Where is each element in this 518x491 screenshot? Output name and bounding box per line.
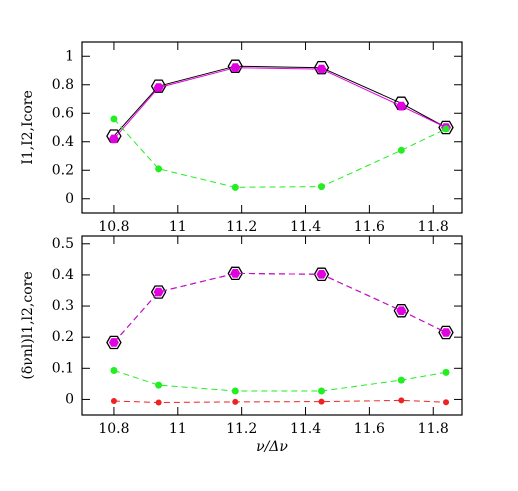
x-tick-label: 11.6 <box>354 421 385 437</box>
marker <box>397 376 405 384</box>
marker <box>110 397 117 404</box>
marker <box>396 101 407 111</box>
plot-frame <box>81 235 463 416</box>
marker <box>150 285 167 299</box>
marker <box>442 125 450 133</box>
marker <box>443 399 450 406</box>
x-tick-label: 11.2 <box>226 421 257 437</box>
x-tick-label: 11.8 <box>418 219 449 235</box>
marker <box>155 399 162 406</box>
marker <box>108 134 119 144</box>
marker <box>230 269 241 278</box>
marker <box>153 287 164 297</box>
y-tick-label: 0.6 <box>52 105 74 121</box>
marker <box>227 266 244 281</box>
marker <box>108 338 119 347</box>
marker <box>231 387 239 395</box>
marker <box>317 387 325 395</box>
marker <box>150 79 167 93</box>
plot-frame <box>81 41 463 214</box>
marker <box>230 63 241 72</box>
series-line <box>113 118 447 188</box>
series-line <box>113 272 447 343</box>
marker <box>393 304 410 318</box>
y-tick-label: 0.2 <box>52 162 74 178</box>
y-tick-label: 0.2 <box>52 329 74 345</box>
marker <box>398 397 405 404</box>
y-tick-label: 1 <box>65 48 74 64</box>
y-tick-label: 0.1 <box>52 360 74 376</box>
marker <box>438 120 454 135</box>
x-tick-label: 10.8 <box>98 219 129 235</box>
marker <box>316 64 327 74</box>
x-tick-label: 10.8 <box>98 421 129 437</box>
marker <box>110 115 118 123</box>
series-line <box>113 67 447 140</box>
series-line <box>113 370 447 392</box>
marker <box>438 325 454 340</box>
y-tick-label: 0.5 <box>52 236 74 252</box>
marker <box>313 60 330 75</box>
marker <box>153 83 164 92</box>
x-tick-label: 11.4 <box>290 421 321 437</box>
marker <box>316 270 327 279</box>
marker <box>231 183 239 191</box>
x-tick-label: 11.6 <box>354 219 385 235</box>
marker <box>442 368 450 376</box>
marker <box>396 306 407 315</box>
y-tick-label: 0.8 <box>52 77 74 93</box>
x-tick-label: 11.4 <box>290 219 321 235</box>
marker <box>397 146 405 154</box>
x-tick-label: 11.2 <box>226 219 257 235</box>
x-tick-label: 11 <box>169 421 187 437</box>
marker <box>232 398 239 405</box>
series-line <box>113 399 447 404</box>
marker <box>227 59 244 73</box>
y-tick-label: 0 <box>65 191 74 207</box>
y-tick-label: 0.3 <box>52 298 74 314</box>
marker <box>441 328 451 337</box>
x-tick-label: 11.8 <box>418 421 449 437</box>
marker <box>317 183 325 191</box>
marker <box>106 129 122 143</box>
y-tick-label: 0 <box>65 391 74 407</box>
x-tick-label: 11 <box>169 219 187 235</box>
y-tick-label: 0.4 <box>52 267 74 283</box>
y-axis-label: (δνnl)l1,l2,core <box>20 271 36 379</box>
marker <box>155 165 163 173</box>
x-axis-label: ν/Δν <box>256 439 288 455</box>
marker <box>318 398 325 405</box>
y-axis-label: I1,I2,Icore <box>20 90 36 165</box>
marker <box>106 335 122 350</box>
series-line <box>113 65 447 137</box>
marker <box>155 381 163 389</box>
y-tick-label: 0.4 <box>52 134 74 150</box>
marker <box>110 366 118 374</box>
